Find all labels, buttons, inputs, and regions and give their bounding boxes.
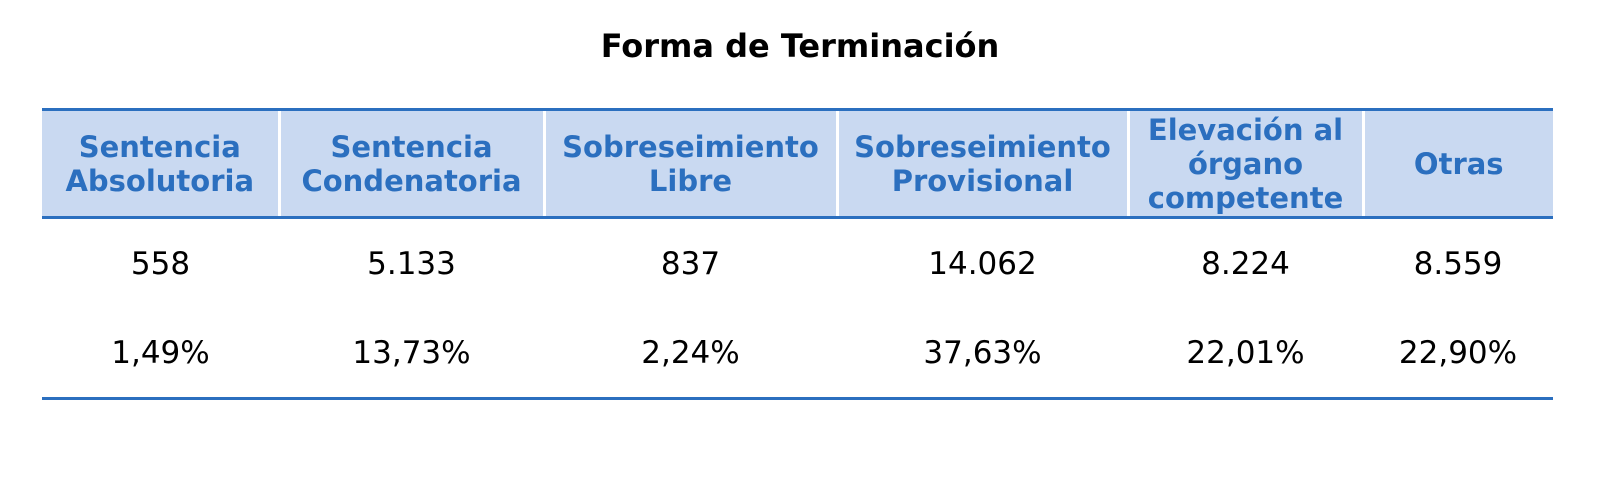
count-cell: 5.133 [367, 245, 456, 282]
count-cell: 558 [130, 245, 191, 282]
count-cell: 8.224 [1201, 245, 1290, 282]
header-otras: Otras [1361, 108, 1553, 219]
count-cell: 8.559 [1413, 245, 1503, 282]
percentage-cell: 2,24% [544, 308, 837, 400]
termination-table: Sentencia Absolutoria Sentencia Condenat… [42, 108, 1553, 400]
header-sentencia-absolutoria: Sentencia Absolutoria [42, 108, 279, 219]
percentage-cell: 22,90% [1363, 308, 1553, 400]
percentage-cell: 1,49% [42, 308, 279, 400]
percentages-row: 1,49% 13,73% 2,24% 37,63% 22,01% 22,90% [42, 308, 1553, 400]
header-row: Sentencia Absolutoria Sentencia Condenat… [42, 108, 1553, 219]
termination-table-container: Sentencia Absolutoria Sentencia Condenat… [42, 108, 1553, 400]
count-cell: 14.062 [928, 245, 1037, 282]
count-cell: 837 [660, 245, 721, 282]
percentage-cell: 37,63% [837, 308, 1128, 400]
percentage-cell: 22,01% [1128, 308, 1363, 400]
table-title: Forma de Terminación [600, 27, 1000, 65]
header-elevacion-organo: Elevación al órgano competente [1126, 108, 1363, 219]
header-sentencia-condenatoria: Sentencia Condenatoria [277, 108, 544, 219]
counts-row: 558 5.133 837 14.062 8.224 8.559 [42, 218, 1553, 309]
header-sobreseimiento-libre: Sobreseimiento Libre [542, 108, 837, 219]
header-sobreseimiento-provisional: Sobreseimiento Provisional [835, 108, 1128, 219]
percentage-cell: 13,73% [279, 308, 544, 400]
